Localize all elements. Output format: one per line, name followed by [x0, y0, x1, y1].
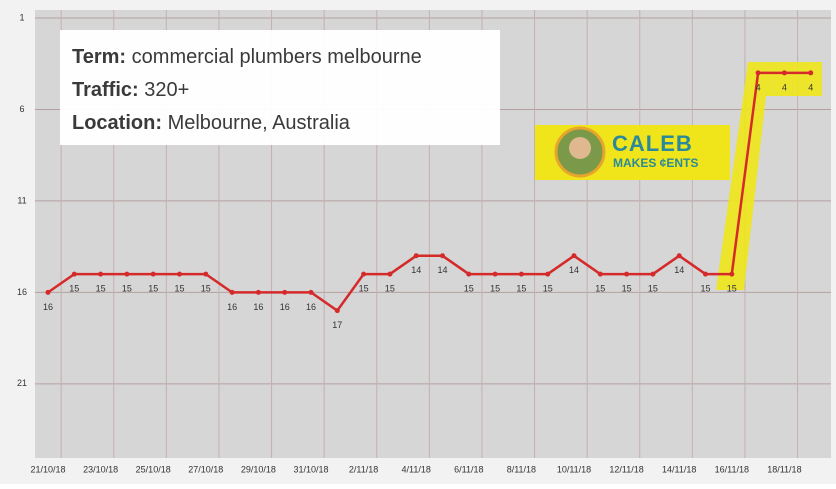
point: [440, 253, 445, 259]
info-box-bg: [60, 30, 500, 145]
term-label: Term:: [72, 46, 126, 68]
data-label: 16: [306, 302, 316, 312]
data-label: 15: [122, 283, 132, 293]
data-label: 15: [622, 283, 632, 293]
data-label: 15: [385, 283, 395, 293]
x-tick-label: 16/11/18: [715, 464, 749, 474]
point: [177, 271, 182, 277]
highlight: [716, 62, 822, 290]
point: [413, 253, 419, 259]
point: [387, 271, 393, 277]
point: [150, 271, 156, 277]
data-label: 16: [43, 302, 53, 312]
data-label: 4: [782, 82, 787, 92]
point: [334, 308, 340, 314]
y-tick-label: 1: [19, 12, 24, 22]
point: [71, 271, 77, 277]
data-label: 15: [595, 283, 605, 293]
data-label: 16: [227, 302, 237, 312]
logo-line1: CALEB: [612, 131, 693, 156]
x-tick-label: 12/11/18: [609, 464, 643, 474]
traffic-value: 320+: [144, 79, 189, 101]
x-tick-label: 27/10/18: [188, 464, 223, 474]
y-tick-label: 6: [19, 104, 24, 114]
point: [650, 271, 656, 277]
point: [229, 289, 235, 295]
location-label: Location:: [72, 112, 162, 134]
point: [597, 271, 603, 277]
point: [255, 289, 261, 295]
data-label: 17: [332, 320, 342, 330]
x-tick-label: 31/10/18: [293, 464, 328, 474]
point: [466, 271, 472, 277]
traffic: Traffic: 320+: [72, 79, 189, 101]
point: [518, 271, 524, 277]
point: [676, 253, 682, 259]
data-label: 15: [543, 283, 553, 293]
y-tick-label: 16: [17, 287, 27, 297]
point: [308, 289, 314, 295]
data-label: 16: [253, 302, 263, 312]
data-label: 15: [201, 283, 211, 293]
point: [703, 271, 708, 277]
traffic-label: Traffic:: [72, 79, 139, 101]
point: [124, 271, 130, 277]
data-label: 15: [727, 283, 737, 293]
x-tick-label: 14/11/18: [662, 464, 696, 474]
data-label: 15: [148, 283, 158, 293]
x-tick-label: 21/10/18: [30, 464, 65, 474]
x-tick-label: 10/11/18: [557, 464, 591, 474]
point: [98, 271, 104, 277]
x-tick-label: 25/10/18: [136, 464, 171, 474]
data-label: 14: [569, 265, 579, 275]
data-label: 15: [359, 283, 369, 293]
point: [492, 271, 498, 277]
point: [571, 253, 577, 259]
term-value: commercial plumbers melbourne: [132, 46, 422, 68]
data-label: 15: [516, 283, 526, 293]
x-tick-label: 23/10/18: [83, 464, 118, 474]
data-label: 14: [437, 265, 447, 275]
line: [47, 71, 811, 313]
data-label: 15: [174, 283, 184, 293]
x-tick-label: 4/11/18: [402, 464, 431, 474]
y-tick-label: 21: [17, 378, 27, 388]
point: [361, 271, 367, 277]
point: [781, 70, 787, 76]
point: [729, 271, 735, 277]
y-tick-label: 11: [17, 195, 26, 205]
point: [624, 271, 630, 277]
x-tick-label: 18/11/18: [767, 464, 801, 474]
x-tick-label: 6/11/18: [454, 464, 483, 474]
x-tick-label: 2/11/18: [349, 464, 378, 474]
data-label: 15: [464, 283, 474, 293]
data-label: 15: [69, 283, 79, 293]
point: [203, 271, 209, 277]
point: [545, 271, 551, 277]
data-label: 15: [490, 283, 500, 293]
location: Location: Melbourne, Australia: [72, 112, 351, 134]
point: [45, 289, 51, 295]
data-label: 14: [674, 265, 684, 275]
data-label: 16: [280, 302, 290, 312]
data-label: 14: [411, 265, 421, 275]
logo-line2: MAKES ¢ENTS: [613, 156, 698, 170]
data-label: 15: [648, 283, 658, 293]
logo-face: [569, 137, 591, 159]
logo: CALEB MAKES ¢ENTS: [535, 125, 730, 180]
x-tick-label: 29/10/18: [241, 464, 276, 474]
term: Term: commercial plumbers melbourne: [72, 46, 422, 68]
data-label: 4: [756, 82, 761, 92]
point: [755, 70, 761, 76]
info-box: Term: commercial plumbers melbourne Traf…: [60, 30, 500, 145]
data-label: 15: [700, 283, 710, 293]
point: [808, 70, 814, 76]
data-label: 4: [808, 82, 813, 92]
data-label: 15: [96, 283, 106, 293]
point: [282, 289, 288, 295]
location-value: Melbourne, Australia: [168, 112, 351, 134]
x-tick-label: 8/11/18: [507, 464, 536, 474]
